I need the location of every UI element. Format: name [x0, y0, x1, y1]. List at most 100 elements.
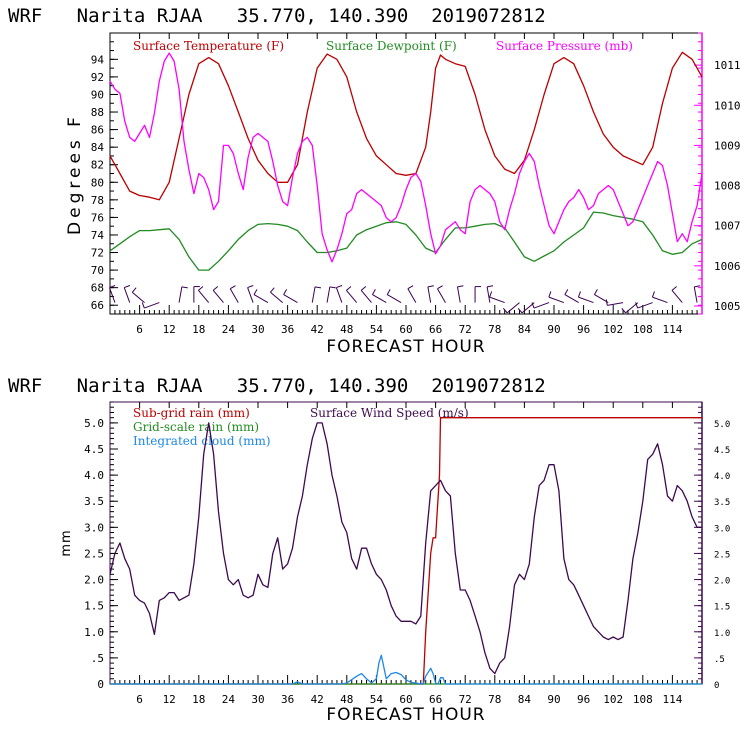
wind-barb — [651, 291, 668, 304]
top-y-axis-label: Degrees F — [65, 113, 85, 235]
wind-barb — [371, 289, 387, 304]
wind-barb — [247, 285, 254, 303]
wind-barb — [693, 285, 701, 303]
wind-barb — [108, 285, 116, 303]
wind-barb-flag — [371, 289, 376, 295]
x-tick-label: 90 — [547, 693, 560, 706]
x-tick-label: 6 — [136, 323, 143, 336]
x-tick-label: 114 — [662, 323, 682, 336]
wind-barb-staff — [652, 296, 668, 304]
wind-barb-staff — [311, 286, 316, 303]
wind-barb — [123, 285, 131, 303]
wind-barb-staff — [197, 290, 210, 303]
y-tick-label: 0 — [97, 678, 104, 691]
y-tick-label: 70 — [91, 264, 104, 277]
wind-barb-staff — [372, 294, 387, 304]
x-tick-label: 42 — [311, 323, 324, 336]
legend-surface-wind-speed: Surface Wind Speed (m/s) — [310, 406, 469, 420]
y-tick-label: 86 — [91, 124, 104, 137]
series-surface-dewpoint-f — [109, 211, 703, 271]
wind-barb-flag — [457, 285, 464, 288]
wind-barb-staff — [326, 286, 331, 303]
x-tick-label: 108 — [633, 323, 653, 336]
y-tick-label: 66 — [91, 299, 104, 312]
wind-barb — [564, 289, 579, 304]
x-tick-label: 108 — [633, 693, 653, 706]
y-tick-label: 76 — [91, 211, 104, 224]
wind-barb-flag — [437, 285, 443, 290]
legend-sub-grid-rain: Sub-grid rain (mm) — [133, 406, 250, 420]
wind-barb-staff — [178, 286, 183, 303]
x-tick-label: 48 — [340, 693, 353, 706]
wind-barb-flag — [247, 285, 254, 289]
y-tick-label: 80 — [91, 176, 104, 189]
wind-barb-flag — [548, 291, 552, 298]
wind-barb-staff — [270, 291, 283, 303]
top-x-axis-label: FORECAST HOUR — [326, 337, 485, 357]
wind-barb-flag — [283, 289, 288, 295]
wind-barb-staff — [360, 290, 372, 303]
y2-tick-label: .5 — [714, 655, 725, 665]
x-tick-label: 36 — [281, 693, 294, 706]
y-tick-label: 88 — [91, 106, 104, 119]
y2-tick-label: 3.0 — [714, 524, 730, 534]
wind-barb-staff — [637, 302, 653, 309]
x-tick-label: 114 — [662, 693, 682, 706]
y-tick-label: 72 — [91, 247, 104, 260]
y-tick-label: 3.5 — [84, 495, 104, 508]
wind-barb-staff — [427, 286, 432, 303]
x-tick-label: 18 — [192, 323, 205, 336]
wind-barb — [193, 286, 200, 303]
wind-barb — [671, 286, 683, 303]
wind-barb-flag — [593, 289, 598, 295]
y-tick-label: 74 — [91, 229, 105, 242]
wind-barb-flag — [694, 285, 701, 288]
wind-barb-flag — [181, 286, 188, 289]
y2-tick-label: 1006 — [714, 260, 740, 273]
wind-barb-staff — [283, 294, 298, 304]
wind-barb-flag — [605, 299, 608, 306]
wind-barb-staff — [607, 302, 624, 306]
legend-surface-temperature: Surface Temperature (F) — [133, 39, 284, 53]
wind-barb — [605, 299, 624, 306]
series-surface-wind-speed-m-s — [109, 422, 702, 675]
wind-barb — [474, 286, 482, 303]
y-tick-label: 78 — [91, 194, 104, 207]
y2-tick-label: 1010 — [714, 99, 740, 112]
x-tick-label: 36 — [281, 323, 294, 336]
x-tick-label: 66 — [429, 323, 442, 336]
wind-barb-staff — [131, 291, 145, 303]
x-tick-label: 54 — [370, 693, 384, 706]
wind-barb-staff — [548, 296, 565, 304]
y-tick-label: 2.5 — [84, 547, 104, 560]
series-surface-temperature-f — [109, 51, 703, 201]
y-tick-label: 94 — [91, 53, 105, 66]
wind-barb-staff — [407, 288, 417, 303]
wind-barb-flag — [577, 291, 581, 298]
wind-barb-staff — [144, 302, 160, 309]
wind-barb-flag — [407, 285, 414, 290]
wind-barb-flag — [517, 307, 523, 314]
wind-barb-flag — [253, 289, 258, 295]
x-tick-label: 18 — [192, 693, 205, 706]
wind-barb-flag — [635, 302, 639, 309]
y-tick-label: 1.0 — [84, 626, 104, 639]
wind-barb-staff — [229, 288, 239, 303]
x-tick-label: 60 — [399, 693, 412, 706]
wind-barb-staff — [533, 302, 550, 309]
wind-barb-staff — [247, 287, 254, 303]
x-tick-label: 84 — [518, 693, 532, 706]
wind-barb — [407, 285, 417, 303]
wind-barb-flag — [109, 285, 116, 289]
wind-barb — [502, 302, 520, 314]
wind-barb — [386, 289, 402, 304]
wind-barb-flag — [564, 289, 569, 295]
wind-barb-flag — [489, 291, 493, 298]
x-tick-label: 24 — [222, 323, 236, 336]
y-tick-label: 82 — [91, 159, 104, 172]
wind-barb — [517, 302, 535, 314]
y2-tick-label: 1009 — [714, 139, 740, 152]
legend-surface-dewpoint: Surface Dewpoint (F) — [326, 39, 457, 53]
y2-tick-label: 2.0 — [714, 577, 730, 587]
